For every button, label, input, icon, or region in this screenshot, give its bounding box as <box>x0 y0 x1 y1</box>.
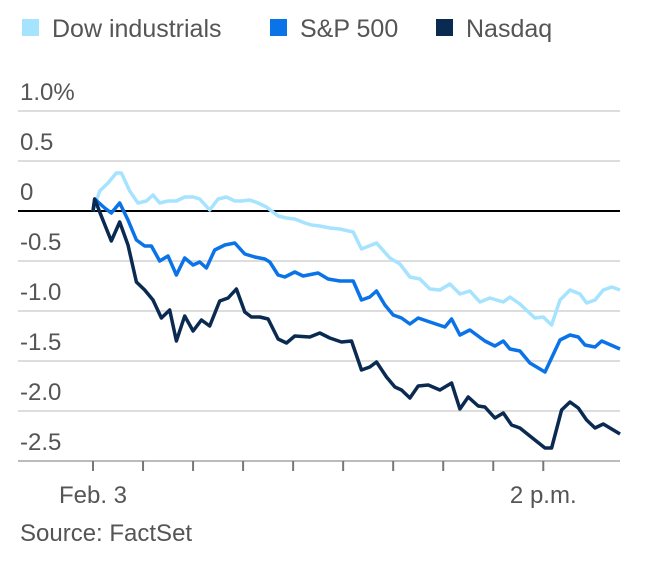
y-tick-label: -2.0 <box>20 379 61 406</box>
legend-label-dow: Dow industrials <box>52 15 222 43</box>
gridlines <box>18 110 620 462</box>
x-tick-label: 2 p.m. <box>510 482 577 509</box>
x-tick-label: Feb. 3 <box>59 482 127 509</box>
series-line-s-p-500 <box>91 197 621 374</box>
series-line-dow-industrials <box>91 171 621 327</box>
y-tick-label: -0.5 <box>20 229 61 256</box>
y-tick-label: 1.0% <box>20 79 75 106</box>
y-tick-label: -2.5 <box>20 429 61 456</box>
legend-swatch-sp500 <box>270 19 287 36</box>
legend-label-nasdaq: Nasdaq <box>466 15 552 43</box>
y-tick-label: 0.5 <box>20 129 53 156</box>
y-tick-label: -1.0 <box>20 279 61 306</box>
legend: Dow industrials S&P 500 Nasdaq <box>22 15 552 43</box>
legend-swatch-nasdaq <box>436 19 453 36</box>
y-tick-label: -1.5 <box>20 329 61 356</box>
x-axis: Feb. 3 2 p.m. <box>59 461 577 509</box>
series-line-nasdaq <box>91 197 621 450</box>
series-lines <box>91 171 621 450</box>
y-tick-label: 0 <box>20 179 33 206</box>
source-note: Source: FactSet <box>20 520 192 547</box>
legend-label-sp500: S&P 500 <box>300 15 398 43</box>
legend-swatch-dow <box>22 19 39 36</box>
y-axis-labels: 1.0% 0.5 0 -0.5 -1.0 -1.5 -2.0 -2.5 <box>20 79 75 456</box>
